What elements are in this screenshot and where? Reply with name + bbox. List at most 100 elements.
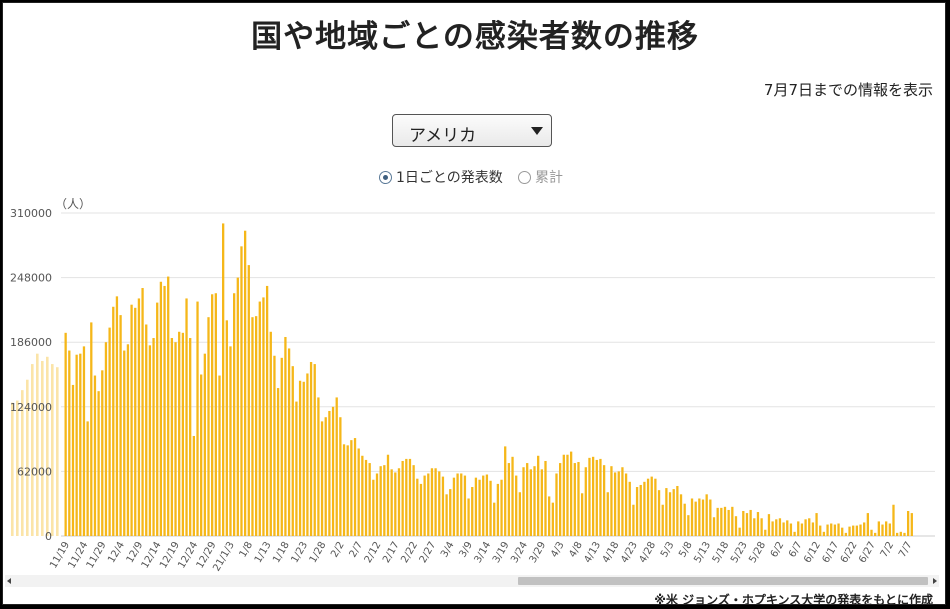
scrollbar-thumb[interactable] xyxy=(518,577,928,585)
bar xyxy=(496,483,500,536)
bar xyxy=(756,512,760,536)
bar xyxy=(383,465,386,536)
bar xyxy=(265,285,269,536)
scroll-right-arrow-icon[interactable] xyxy=(933,578,937,584)
bar xyxy=(573,463,576,536)
bar xyxy=(738,527,741,536)
bar xyxy=(559,463,562,536)
y-tick-label: 186000 xyxy=(10,336,52,349)
bar xyxy=(800,523,804,536)
bar xyxy=(427,473,430,536)
bar xyxy=(104,342,108,536)
bar xyxy=(628,481,631,536)
bar xyxy=(874,532,877,536)
bar xyxy=(555,473,558,536)
bar xyxy=(123,350,126,536)
bar xyxy=(306,373,309,536)
country-select[interactable]: アメリカ xyxy=(392,114,552,147)
x-tick-label: 3/29 xyxy=(528,540,549,565)
x-tick-label: 4/8 xyxy=(567,540,585,559)
bar xyxy=(236,277,239,536)
bar xyxy=(775,519,778,536)
bar xyxy=(185,298,188,536)
bar xyxy=(529,469,532,536)
page-title: 国や地域ごとの感染者数の推移 xyxy=(251,19,699,55)
bar xyxy=(247,265,250,536)
y-tick-label: 248000 xyxy=(10,272,52,285)
x-tick-label: 5/18 xyxy=(711,540,732,565)
bar xyxy=(617,471,620,536)
x-tick-label: 5/28 xyxy=(747,540,768,565)
x-tick-label: 1/23 xyxy=(289,540,310,565)
x-tick-label: 6/17 xyxy=(821,540,842,565)
bar xyxy=(225,320,228,536)
scroll-left-arrow-icon[interactable] xyxy=(7,578,11,584)
x-tick-label: 6/2 xyxy=(769,540,787,559)
bar xyxy=(500,479,503,536)
x-tick-label: 1/13 xyxy=(253,540,274,565)
bar xyxy=(324,417,327,536)
bar xyxy=(584,467,587,536)
bar xyxy=(258,301,261,536)
faded-bar xyxy=(51,364,54,536)
bar xyxy=(698,498,701,536)
bar xyxy=(602,465,606,536)
bar xyxy=(544,460,547,536)
bar xyxy=(218,375,221,536)
bar xyxy=(511,456,514,536)
bar xyxy=(844,532,848,536)
x-tick-label: 4/18 xyxy=(601,540,622,565)
bar xyxy=(445,494,448,536)
bar xyxy=(811,522,815,536)
bar xyxy=(273,355,276,536)
radio-cumulative-label: 累計 xyxy=(535,170,563,186)
bar xyxy=(156,302,159,536)
bar xyxy=(635,487,639,536)
x-tick-label: 12/4 xyxy=(106,540,127,565)
bar xyxy=(749,509,752,536)
bar xyxy=(112,306,115,536)
radio-daily-label: 1日ごとの発表数 xyxy=(396,170,503,186)
bar xyxy=(518,492,522,536)
x-tick-label: 7/7 xyxy=(897,540,915,559)
bar xyxy=(467,498,470,536)
bar xyxy=(808,518,811,536)
bar xyxy=(632,504,635,536)
bar xyxy=(910,513,913,536)
bar xyxy=(317,397,320,536)
source-note: ※米 ジョンズ・ホプキンス大学の発表をもとに作成 xyxy=(654,593,933,605)
radio-cumulative[interactable]: 累計 xyxy=(518,167,563,187)
bar xyxy=(537,455,540,536)
bar xyxy=(101,370,104,536)
bar xyxy=(405,458,408,536)
bar xyxy=(141,288,144,536)
bar xyxy=(438,471,441,536)
horizontal-scrollbar[interactable] xyxy=(5,575,939,587)
bar xyxy=(342,444,346,536)
bar xyxy=(782,522,785,536)
bar xyxy=(657,490,661,536)
bar xyxy=(313,364,316,536)
bar xyxy=(493,502,496,536)
radio-daily[interactable]: 1日ごとの発表数 xyxy=(379,167,503,187)
bar xyxy=(599,458,602,536)
faded-bar xyxy=(46,356,49,536)
bar xyxy=(262,297,265,536)
bar xyxy=(71,384,75,536)
bar xyxy=(68,350,71,536)
bar xyxy=(866,513,869,536)
bar xyxy=(899,531,902,536)
bar xyxy=(90,322,93,536)
bar xyxy=(727,509,730,536)
bar xyxy=(108,327,111,536)
x-tick-label: 4/13 xyxy=(582,540,603,565)
bar xyxy=(701,499,705,536)
bar xyxy=(233,293,236,536)
bar xyxy=(126,344,130,536)
bar xyxy=(196,301,199,536)
bar xyxy=(848,526,851,536)
bar xyxy=(379,466,382,536)
faded-bar xyxy=(36,353,39,536)
y-unit-label: （人） xyxy=(55,197,91,211)
